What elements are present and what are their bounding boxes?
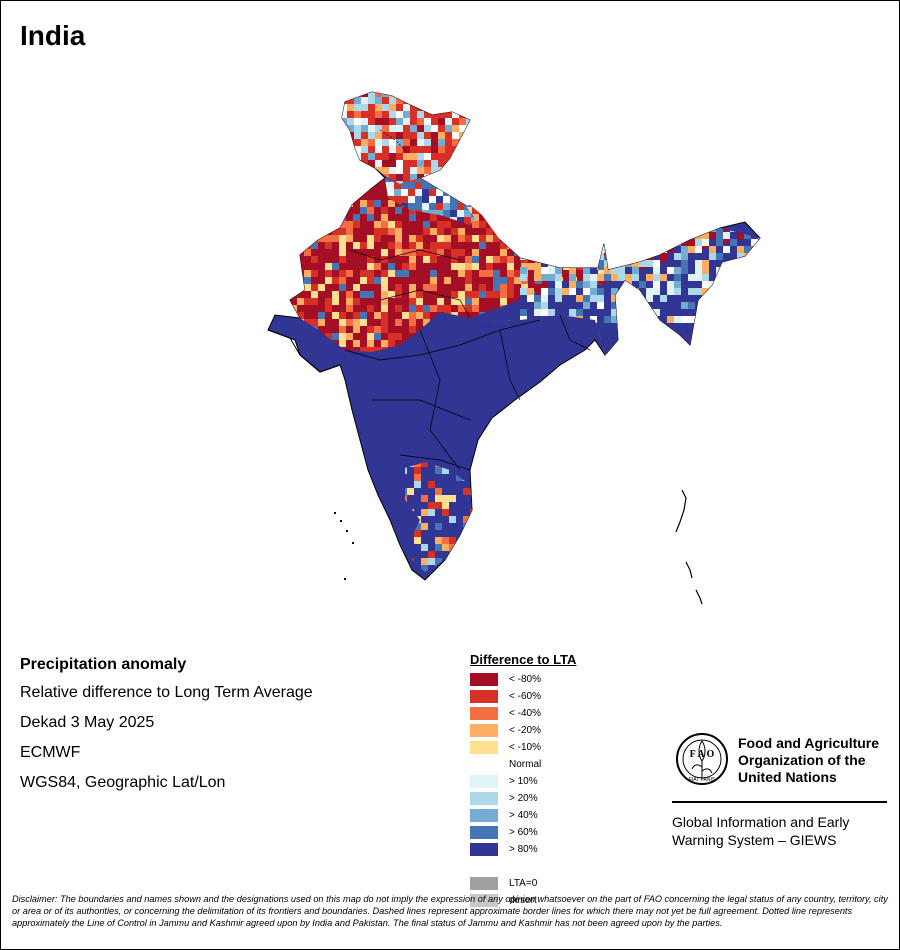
fao-logo-icon: F A O FIAT PANIS [676,733,728,785]
legend-label: LTA=0 [509,878,538,889]
map-info: Precipitation anomaly Relative differenc… [20,656,313,804]
info-heading: Precipitation anomaly [20,656,187,673]
info-line-3: ECMWF [20,744,81,761]
org-line-1: Food and Agriculture [738,735,880,751]
legend-label: > 10% [509,776,538,787]
legend-label: > 40% [509,810,538,821]
precipitation-anomaly-map [267,91,761,605]
legend-swatch [470,894,498,907]
legend-item [470,859,670,876]
fao-divider [672,801,887,803]
legend-swatch [470,741,498,754]
legend-item: > 60% [470,825,670,842]
legend-item: LTA=0 [470,876,670,893]
legend-item: < -20% [470,723,670,740]
legend-swatch [470,860,498,873]
fao-letters: F A O [690,749,715,760]
legend-item: < -60% [470,689,670,706]
org-line-2: Organization of the [738,752,866,768]
legend-label: < -80% [509,674,541,685]
info-line-2: Dekad 3 May 2025 [20,714,155,731]
info-line-4: WGS84, Geographic Lat/Lon [20,774,226,791]
giews-name: Global Information and Early Warning Sys… [672,813,849,849]
legend-swatch [470,809,498,822]
legend-title: Difference to LTA [470,652,577,667]
fao-organization-name: Food and Agriculture Organization of the… [738,735,879,786]
legend-label: > 60% [509,827,538,838]
legend-swatch [470,707,498,720]
fao-motto: FIAT PANIS [689,777,716,783]
legend-swatch [470,724,498,737]
state-boundaries [344,249,591,471]
legend-label: < -10% [509,742,541,753]
andaman-nicobar-islands [675,489,703,605]
lakshadweep-islands [334,512,354,580]
legend-swatch [470,673,498,686]
legend-label: desert [509,895,537,906]
giews-line-1: Global Information and Early [672,814,850,830]
legend-label: < -20% [509,725,541,736]
legend-item: > 10% [470,774,670,791]
legend-swatch [470,758,498,771]
legend-label: > 80% [509,844,538,855]
legend-swatch [470,775,498,788]
legend-swatch [470,690,498,703]
legend-swatch [470,792,498,805]
legend-swatch [470,877,498,890]
legend-item: > 80% [470,842,670,859]
legend-label: Normal [509,759,542,770]
legend-item: desert [470,893,670,910]
legend-label: < -40% [509,708,541,719]
legend-label: > 20% [509,793,538,804]
legend-item: > 40% [470,808,670,825]
legend-swatch [470,843,498,856]
org-line-3: United Nations [738,769,837,785]
giews-line-2: Warning System – GIEWS [672,832,837,848]
legend: Difference to LTA < -80% < -60% < -40% < -2… [470,652,670,910]
legend-item: > 20% [470,791,670,808]
legend-label: < -60% [509,691,541,702]
info-line-1: Relative difference to Long Term Average [20,684,313,701]
legend-item: < -80% [470,672,670,689]
map-title: India [20,20,86,51]
legend-item: < -10% [470,740,670,757]
legend-swatch [470,826,498,839]
legend-item: Normal [470,757,670,774]
disclaimer: Disclaimer: The boundaries and names sho… [12,894,888,928]
legend-item: < -40% [470,706,670,723]
